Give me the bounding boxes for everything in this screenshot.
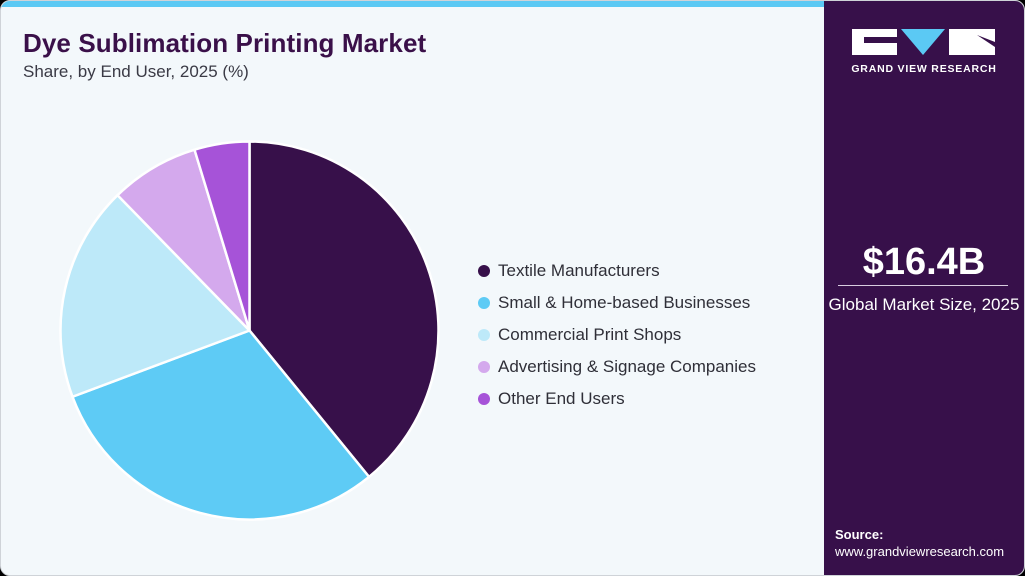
legend-item: Textile Manufacturers <box>478 255 756 287</box>
pie-slice <box>59 193 251 399</box>
legend-dot-icon <box>478 361 490 373</box>
chart-legend: Textile Manufacturers Small & Home-based … <box>478 255 756 415</box>
legend-label: Other End Users <box>498 389 625 408</box>
legend-item: Other End Users <box>478 383 756 415</box>
legend-dot-icon <box>478 297 490 309</box>
sidebar-panel: GRAND VIEW RESEARCH $16.4B Global Market… <box>824 1 1024 575</box>
accent-bar <box>1 1 824 7</box>
pie-slice <box>248 140 440 479</box>
legend-dot-icon <box>478 329 490 341</box>
legend-label: Small & Home-based Businesses <box>498 293 751 312</box>
market-size-value: $16.4B <box>862 241 986 283</box>
legend-label: Textile Manufacturers <box>498 261 660 280</box>
brand-name: GRAND VIEW RESEARCH <box>851 63 997 75</box>
legend-item: Small & Home-based Businesses <box>478 287 756 319</box>
legend-label: Commercial Print Shops <box>498 325 682 344</box>
legend-dot-icon <box>478 265 490 277</box>
pie-chart <box>59 140 440 521</box>
market-size-label: Global Market Size, 2025 <box>828 295 1020 314</box>
legend-label: Advertising & Signage Companies <box>498 357 756 376</box>
legend-dot-icon <box>478 393 490 405</box>
legend-item: Commercial Print Shops <box>478 319 756 351</box>
source-title: Source: <box>835 527 884 542</box>
pie-slice <box>71 329 371 521</box>
chart-subtitle: Share, by End User, 2025 (%) <box>23 62 249 81</box>
source-url[interactable]: www.grandviewresearch.com <box>835 544 1005 559</box>
divider <box>838 285 1008 286</box>
pie-slice <box>193 140 251 332</box>
legend-item: Advertising & Signage Companies <box>478 351 756 383</box>
chart-title: Dye Sublimation Printing Market <box>23 28 427 58</box>
gvr-logo-icon <box>852 29 995 55</box>
